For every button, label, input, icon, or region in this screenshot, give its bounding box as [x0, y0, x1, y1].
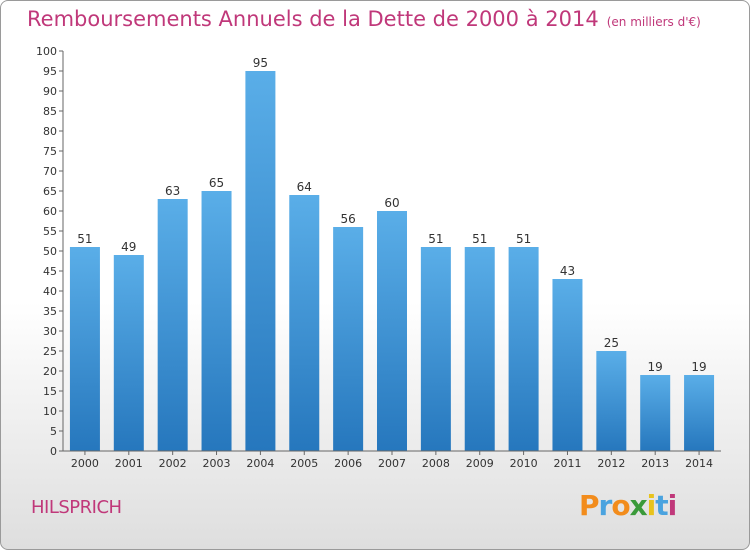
logo-letter: o: [611, 489, 630, 522]
data-label-2001: 49: [121, 240, 136, 254]
logo-letter: x: [629, 489, 648, 522]
y-tick-label: 10: [43, 405, 57, 418]
bar-2001[interactable]: [113, 255, 144, 451]
y-tick-label: 35: [43, 305, 57, 318]
x-tick-label-2000: 2000: [71, 457, 99, 470]
y-tick-label: 95: [43, 65, 57, 78]
y-tick-label: 50: [43, 245, 57, 258]
chart-title: Remboursements Annuels de la Dette de 20…: [27, 7, 701, 31]
data-label-2014: 19: [691, 360, 706, 374]
x-tick-label-2009: 2009: [466, 457, 494, 470]
y-tick-label: 70: [43, 165, 57, 178]
x-tick-label-2002: 2002: [159, 457, 187, 470]
chart-title-text: Remboursements Annuels de la Dette de 20…: [27, 7, 599, 31]
y-tick-label: 90: [43, 85, 57, 98]
logo-letter: i: [667, 489, 678, 522]
y-tick-label: 25: [43, 345, 57, 358]
x-tick-label-2004: 2004: [246, 457, 274, 470]
y-tick-label: 5: [50, 425, 57, 438]
bar-2005[interactable]: [289, 195, 320, 451]
data-label-2013: 19: [648, 360, 663, 374]
data-label-2003: 65: [209, 176, 224, 190]
x-tick-label-2003: 2003: [203, 457, 231, 470]
bar-2002[interactable]: [157, 199, 188, 451]
data-label-2010: 51: [516, 232, 531, 246]
bar-2013[interactable]: [640, 375, 671, 451]
x-tick-label-2006: 2006: [334, 457, 362, 470]
y-tick-label: 45: [43, 265, 57, 278]
x-tick-label-2012: 2012: [597, 457, 625, 470]
chart-unit: (en milliers d'€): [606, 15, 701, 29]
x-tick-label-2010: 2010: [510, 457, 538, 470]
y-tick-label: 100: [36, 45, 57, 58]
bar-2009[interactable]: [464, 247, 495, 451]
bar-2012[interactable]: [596, 351, 627, 451]
logo-letter: t: [655, 489, 668, 522]
y-tick-label: 15: [43, 385, 57, 398]
data-label-2006: 56: [340, 212, 355, 226]
y-tick-label: 30: [43, 325, 57, 338]
data-label-2005: 64: [297, 180, 312, 194]
data-label-2012: 25: [604, 336, 619, 350]
y-tick-label: 40: [43, 285, 57, 298]
bar-2011[interactable]: [552, 279, 583, 451]
logo-letter: r: [598, 489, 613, 522]
y-tick-label: 60: [43, 205, 57, 218]
x-tick-label-2007: 2007: [378, 457, 406, 470]
y-tick-label: 20: [43, 365, 57, 378]
x-tick-label-2005: 2005: [290, 457, 318, 470]
x-tick-label-2014: 2014: [685, 457, 713, 470]
data-label-2002: 63: [165, 184, 180, 198]
y-tick-label: 80: [43, 125, 57, 138]
bar-2010[interactable]: [508, 247, 539, 451]
y-tick-label: 75: [43, 145, 57, 158]
bar-2007[interactable]: [377, 211, 407, 451]
data-label-2011: 43: [560, 264, 575, 278]
logo-letter: P: [579, 489, 600, 522]
data-label-2007: 60: [384, 196, 399, 210]
x-tick-label-2011: 2011: [553, 457, 581, 470]
bar-2014[interactable]: [684, 375, 715, 451]
bar-2008[interactable]: [420, 247, 451, 451]
y-tick-label: 85: [43, 105, 57, 118]
y-tick-label: 0: [50, 445, 57, 458]
y-tick-label: 65: [43, 185, 57, 198]
x-tick-label-2001: 2001: [115, 457, 143, 470]
bar-2004[interactable]: [245, 71, 276, 451]
data-label-2008: 51: [428, 232, 443, 246]
location-name: HILSPRICH: [31, 497, 122, 518]
bar-2003[interactable]: [201, 191, 232, 451]
bar-2000[interactable]: [69, 247, 100, 451]
data-label-2004: 95: [253, 56, 268, 70]
data-label-2009: 51: [472, 232, 487, 246]
y-tick-label: 55: [43, 225, 57, 238]
data-label-2000: 51: [77, 232, 92, 246]
logo-letter: i: [646, 489, 657, 522]
x-tick-label-2008: 2008: [422, 457, 450, 470]
bar-2006[interactable]: [333, 227, 364, 451]
x-tick-label-2013: 2013: [641, 457, 669, 470]
proxiti-logo[interactable]: Proxiti: [579, 489, 678, 522]
